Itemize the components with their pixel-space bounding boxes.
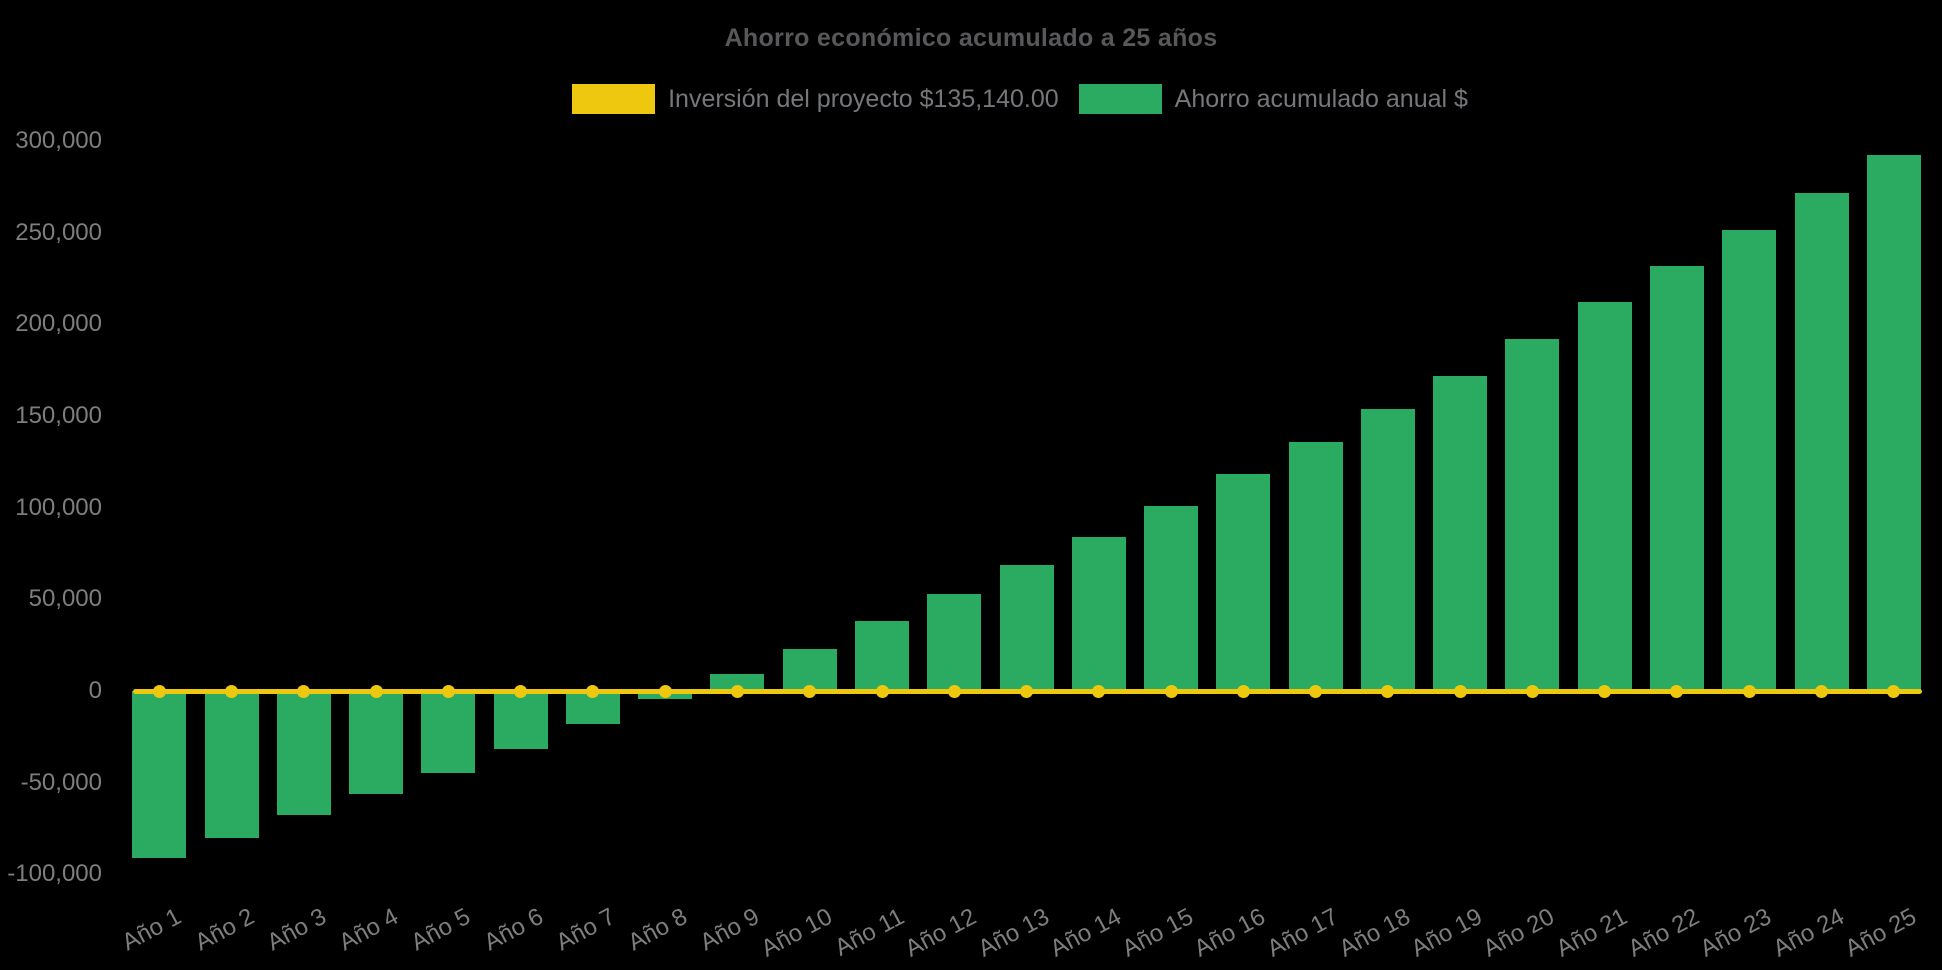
- bar-año-22: [1649, 266, 1704, 691]
- bar-año-21: [1577, 302, 1632, 691]
- x-axis-tick-label: Año 25: [1840, 903, 1921, 963]
- x-axis-tick-label: Año 12: [901, 903, 981, 963]
- y-axis-tick-label: -100,000: [7, 860, 102, 888]
- investment-line-point: [152, 684, 166, 698]
- bar-año-17: [1288, 441, 1343, 691]
- legend: Inversión del proyecto $135,140.00 Ahorr…: [110, 84, 1930, 114]
- y-axis-tick-label: 200,000: [15, 310, 102, 338]
- x-axis-tick-label: Año 6: [479, 903, 548, 957]
- investment-line-point: [1742, 684, 1756, 698]
- x-axis-tick-label: Año 23: [1696, 903, 1776, 963]
- investment-line-point: [225, 684, 239, 698]
- x-axis-tick-label: Año 11: [830, 903, 909, 962]
- bar-año-2: [204, 691, 259, 838]
- x-axis-tick-label: Año 1: [117, 903, 186, 957]
- investment-line-point: [875, 684, 889, 698]
- y-axis-tick-label: -50,000: [20, 768, 102, 796]
- investment-line-point: [1020, 684, 1034, 698]
- investment-line-point: [514, 684, 528, 698]
- bar-año-19: [1433, 375, 1488, 691]
- x-axis-tick-label: Año 21: [1551, 903, 1632, 963]
- y-axis-tick-label: 50,000: [28, 585, 102, 613]
- bar-año-3: [276, 691, 331, 815]
- investment-line-point: [658, 684, 672, 698]
- x-axis-tick-label: Año 20: [1479, 903, 1560, 963]
- x-axis-tick-label: Año 2: [190, 903, 259, 957]
- legend-label-investment: Inversión del proyecto $135,140.00: [668, 84, 1059, 113]
- x-axis-tick-label: Año 17: [1262, 903, 1343, 963]
- legend-item-investment[interactable]: Inversión del proyecto $135,140.00: [572, 84, 1059, 114]
- x-axis-tick-label: Año 15: [1117, 903, 1198, 963]
- bar-año-10: [782, 648, 837, 691]
- investment-line-point: [1092, 684, 1106, 698]
- y-axis-tick-label: 300,000: [15, 126, 102, 154]
- y-axis-tick-label: 100,000: [15, 493, 102, 521]
- bar-año-11: [855, 621, 909, 691]
- bar-año-14: [1071, 536, 1126, 691]
- investment-line-point: [1815, 684, 1828, 698]
- x-axis-tick-label: Año 18: [1334, 903, 1415, 963]
- y-axis-tick-label: 150,000: [15, 401, 102, 429]
- bar-año-20: [1505, 338, 1560, 691]
- legend-label-savings: Ahorro acumulado anual $: [1174, 84, 1468, 113]
- y-axis-tick-label: 250,000: [15, 218, 102, 246]
- bar-año-16: [1216, 473, 1271, 691]
- investment-line-point: [441, 684, 455, 698]
- x-axis-tick-label: Año 5: [406, 903, 476, 957]
- investment-line-point: [947, 684, 961, 698]
- investment-line-point: [1453, 684, 1467, 698]
- x-axis-tick-label: Año 7: [551, 903, 620, 957]
- bar-año-9: [710, 673, 765, 691]
- investment-line-point: [369, 684, 383, 698]
- chart-title: Ahorro económico acumulado a 25 años: [724, 24, 1218, 52]
- x-axis-tick-label: Año 8: [623, 903, 692, 957]
- investment-line-point: [1670, 684, 1684, 698]
- bar-año-15: [1144, 505, 1199, 691]
- legend-swatch-investment-icon: [572, 84, 656, 114]
- bar-año-13: [999, 565, 1054, 691]
- bar-año-24: [1794, 193, 1849, 691]
- bar-año-6: [493, 691, 548, 749]
- investment-line-point: [586, 684, 600, 698]
- x-axis-tick-label: Año 9: [696, 903, 765, 957]
- investment-line-point: [803, 684, 817, 698]
- x-axis-tick-label: Año 4: [334, 903, 403, 957]
- investment-line-point: [1236, 684, 1250, 698]
- investment-line-point: [1309, 684, 1323, 698]
- x-axis-tick-label: Año 10: [756, 903, 837, 963]
- investment-line-point: [1381, 684, 1395, 698]
- x-axis-tick-label: Año 19: [1406, 903, 1487, 963]
- investment-line-point: [730, 684, 744, 698]
- bar-año-1: [132, 691, 187, 858]
- bar-año-23: [1722, 229, 1777, 691]
- x-axis-tick-label: Año 16: [1190, 903, 1271, 963]
- bar-año-4: [349, 691, 404, 794]
- bar-año-5: [421, 691, 476, 773]
- investment-line-point: [1164, 684, 1178, 698]
- x-axis-tick-label: Año 22: [1623, 903, 1704, 963]
- x-axis-tick-label: Año 14: [1045, 903, 1126, 963]
- x-axis-tick-label: Año 24: [1768, 903, 1849, 963]
- x-axis-tick-label: Año 13: [973, 903, 1054, 963]
- investment-line-point: [1598, 684, 1612, 698]
- investment-line-point: [297, 684, 311, 698]
- investment-line-point: [1887, 684, 1901, 698]
- investment-line-point: [1525, 684, 1539, 698]
- bar-año-12: [927, 593, 982, 691]
- bar-año-18: [1360, 409, 1415, 691]
- bar-año-25: [1866, 155, 1921, 691]
- legend-item-savings[interactable]: Ahorro acumulado anual $: [1078, 84, 1468, 114]
- legend-swatch-savings-icon: [1078, 84, 1162, 114]
- x-axis-tick-label: Año 3: [262, 903, 331, 957]
- y-axis-tick-label: 0: [88, 677, 102, 704]
